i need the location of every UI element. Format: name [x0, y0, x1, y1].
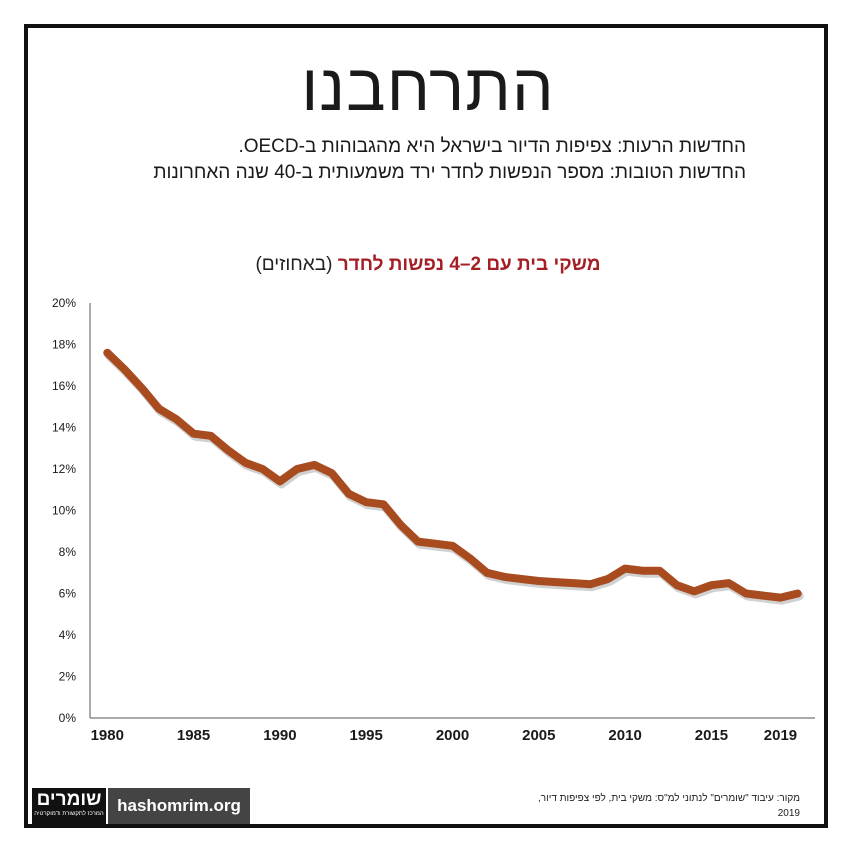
shomrim-logo: שומרים המרכז לתקשורת ודמוקרטיה	[32, 788, 106, 824]
logo-text: שומרים	[36, 789, 102, 810]
outer-frame	[24, 24, 828, 828]
y-tick-label: 12%	[52, 462, 76, 476]
page-title: התרחבנו	[301, 50, 555, 124]
chart-title-unit: (באחוזים)	[255, 254, 333, 275]
y-tick-label: 10%	[52, 504, 76, 518]
y-tick-label: 18%	[52, 338, 76, 352]
x-tick-label: 1985	[177, 727, 210, 744]
subtitle-good-news: החדשות הטובות: מספר הנפשות לחדר ירד משמע…	[153, 162, 746, 183]
y-tick-label: 16%	[52, 379, 76, 393]
x-tick-label: 1980	[91, 727, 124, 744]
source-line-1: מקור: עיבוד "שומרים" לנתוני למ"ס: משקי ב…	[538, 793, 800, 804]
y-tick-label: 0%	[59, 711, 77, 725]
x-tick-label: 1995	[350, 727, 383, 744]
x-tick-label: 2005	[522, 727, 555, 744]
x-tick-label: 2010	[608, 727, 641, 744]
y-tick-label: 20%	[52, 296, 76, 310]
site-link[interactable]: hashomrim.org	[108, 788, 250, 824]
x-tick-label: 2000	[436, 727, 469, 744]
y-tick-label: 2%	[59, 670, 77, 684]
y-tick-label: 8%	[59, 545, 77, 559]
chart-title-main: משקי בית עם 2–4 נפשות לחדר	[337, 254, 601, 275]
y-tick-labels: 0% 2% 4% 6% 8% 10% 12% 14% 16% 18% 20%	[52, 296, 76, 725]
x-tick-labels: 1980 1985 1990 1995 2000 2005 2010 2015 2019	[91, 727, 798, 744]
series-line	[103, 348, 802, 602]
source-line-2: 2019	[777, 807, 800, 819]
logo-tagline: המרכז לתקשורת ודמוקרטיה	[34, 810, 104, 817]
x-tick-label: 2019	[764, 727, 797, 744]
y-tick-label: 6%	[59, 587, 77, 601]
x-tick-label: 2015	[695, 727, 728, 744]
chart-title: משקי בית עם 2–4 נפשות לחדר (באחוזים)	[0, 254, 856, 276]
y-tick-label: 14%	[52, 421, 76, 435]
source-note: מקור: עיבוד "שומרים" לנתוני למ"ס: משקי ב…	[380, 792, 800, 821]
subtitle-bad-news: החדשות הרעות: צפיפות הדיור בישראל היא מה…	[238, 136, 746, 157]
x-tick-label: 1990	[263, 727, 296, 744]
series-line-shadow	[104, 350, 804, 605]
y-tick-label: 4%	[59, 628, 77, 642]
